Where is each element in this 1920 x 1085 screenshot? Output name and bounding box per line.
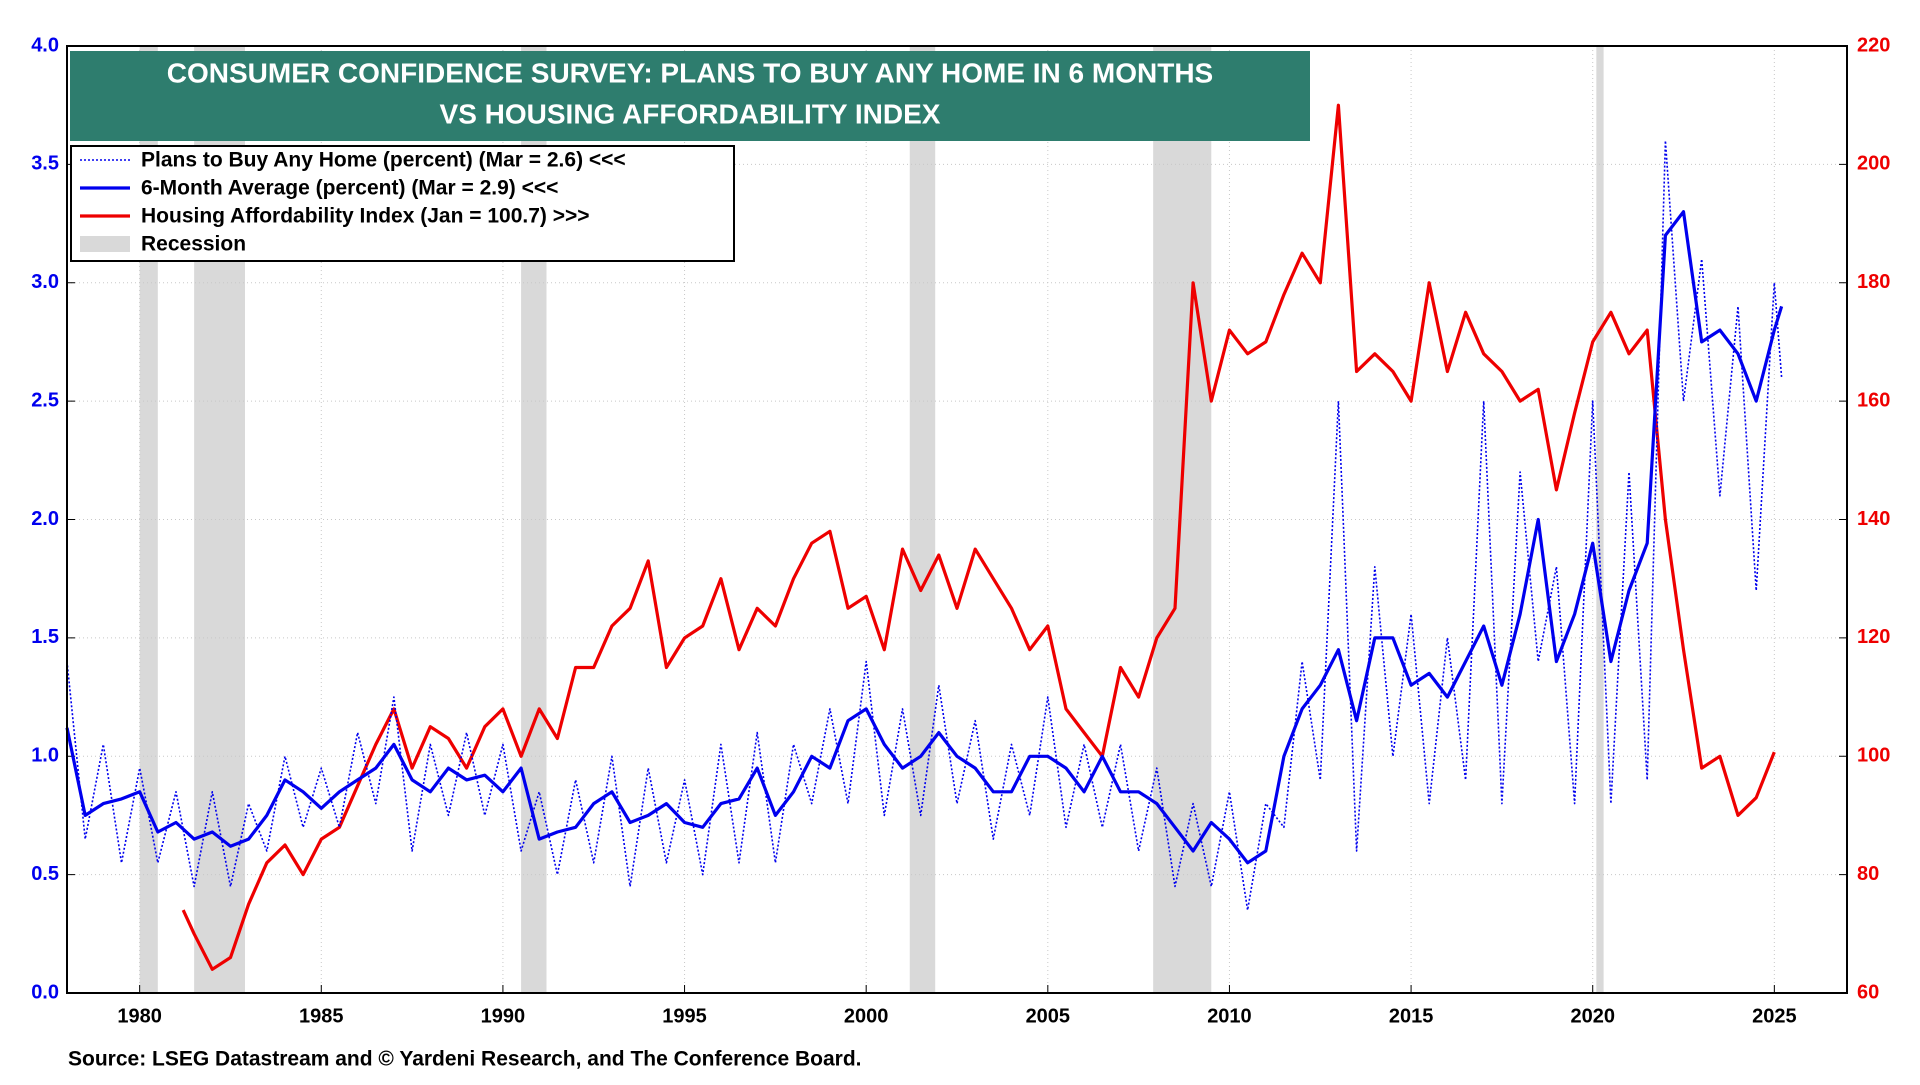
x-tick-label: 2020	[1570, 1005, 1615, 1027]
y2-tick-label: 120	[1857, 626, 1890, 648]
y-tick-label: 3.5	[31, 153, 59, 175]
chart-title: CONSUMER CONFIDENCE SURVEY: PLANS TO BUY…	[167, 57, 1214, 88]
recession-band	[139, 46, 158, 993]
x-tick-label: 2015	[1389, 1005, 1434, 1027]
x-tick-label: 2025	[1752, 1005, 1797, 1027]
y2-tick-label: 100	[1857, 745, 1890, 767]
title-box	[70, 51, 1310, 141]
legend-box	[70, 145, 735, 262]
x-tick-label: 2005	[1026, 1005, 1071, 1027]
y-tick-label: 1.0	[31, 745, 59, 767]
legend-label: Recession	[141, 233, 246, 256]
x-tick-label: 2010	[1207, 1005, 1252, 1027]
chart-title: VS HOUSING AFFORDABILITY INDEX	[440, 98, 941, 129]
y-tick-label: 2.0	[31, 508, 59, 530]
legend-label: Housing Affordability Index (Jan = 100.7…	[141, 205, 590, 228]
y-tick-label: 0.0	[31, 981, 59, 1003]
y2-tick-label: 220	[1857, 34, 1890, 56]
y2-tick-label: 200	[1857, 153, 1890, 175]
lines-layer	[65, 103, 1784, 971]
x-tick-label: 1990	[481, 1005, 526, 1027]
plot-frame	[66, 45, 1848, 994]
y-tick-label: 4.0	[31, 34, 59, 56]
y-tick-label: 0.5	[31, 863, 59, 885]
y-tick-label: 2.5	[31, 389, 59, 411]
y-tick-label: 1.5	[31, 626, 59, 648]
x-tick-label: 1995	[662, 1005, 707, 1027]
legend: Plans to Buy Any Home (percent) (Mar = 2…	[80, 149, 626, 256]
x-tick-label: 1985	[299, 1005, 344, 1027]
recession-band	[909, 46, 936, 993]
y2-tick-label: 80	[1857, 863, 1879, 885]
x-tick-label: 1980	[117, 1005, 162, 1027]
legend-label: 6-Month Average (percent) (Mar = 2.9) <<…	[141, 177, 558, 200]
series-line	[65, 210, 1784, 865]
y2-tick-label: 140	[1857, 508, 1890, 530]
source-note: Source: LSEG Datastream and © Yardeni Re…	[68, 1048, 862, 1071]
legend-swatch	[80, 236, 130, 252]
y2-tick-label: 160	[1857, 389, 1890, 411]
y-tick-label: 3.0	[31, 271, 59, 293]
series-line	[66, 139, 1783, 911]
x-tick-label: 2000	[844, 1005, 889, 1027]
series-line	[181, 103, 1776, 971]
y2-tick-label: 180	[1857, 271, 1890, 293]
legend-label: Plans to Buy Any Home (percent) (Mar = 2…	[141, 149, 626, 172]
y2-tick-label: 60	[1857, 981, 1879, 1003]
